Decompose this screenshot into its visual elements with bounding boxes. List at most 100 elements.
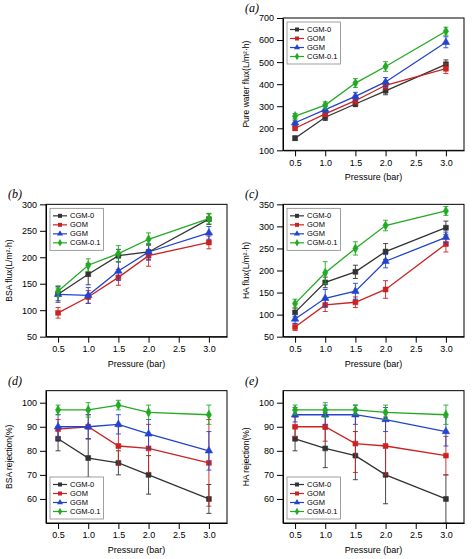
marker	[115, 420, 122, 426]
legend-item: GOM	[53, 489, 88, 498]
legend-frame	[287, 477, 340, 519]
legend-item: CGM-0	[290, 211, 331, 220]
marker	[352, 287, 359, 293]
y-axis-tick-mark	[277, 315, 283, 316]
y-axis-tick: 300	[259, 222, 283, 232]
error-bar	[353, 405, 358, 415]
series-line	[58, 219, 209, 294]
y-axis-tick: 90	[27, 422, 46, 432]
panel: 0.51.01.52.02.53.060708090100(d)Pressure…	[4, 374, 228, 555]
x-axis-tick: 2.0	[143, 337, 156, 354]
y-axis-tick: 80	[264, 446, 283, 456]
marker	[85, 291, 92, 297]
x-axis-tick-mark	[88, 523, 89, 529]
x-axis-tick-mark	[118, 523, 119, 529]
y-axis-tick: 250	[259, 244, 283, 254]
y-axis-tick-mark	[40, 231, 46, 232]
y-axis-tick-label: 100	[259, 310, 274, 320]
y-axis-tick-label: 200	[259, 266, 274, 276]
y-axis-tick-mark	[277, 40, 283, 41]
error-bar	[206, 214, 211, 225]
marker	[442, 427, 449, 433]
plot-area	[291, 206, 449, 330]
error-bar	[293, 323, 298, 330]
legend-label: CGM-0	[307, 480, 331, 489]
legend-label: GGM	[70, 229, 88, 238]
y-axis: 60708090100	[22, 391, 47, 523]
y-axis-line	[46, 205, 47, 337]
legend-marker	[57, 230, 63, 235]
x-axis-tick: 1.5	[350, 150, 363, 167]
x-axis-tick: 0.5	[289, 337, 302, 354]
x-axis-line	[284, 150, 465, 151]
marker	[291, 315, 298, 321]
x-axis-tick: 1.5	[113, 523, 126, 540]
series-line	[58, 233, 209, 295]
marker	[293, 126, 298, 131]
x-axis-tick-mark	[209, 337, 210, 343]
error-bar	[293, 136, 298, 140]
x-axis-tick-mark	[446, 337, 447, 343]
marker	[323, 446, 328, 451]
legend-item: GGM	[290, 229, 325, 238]
legend: CGM-0GOMGGMCGM-0.1	[287, 208, 340, 250]
x-axis-tick: 1.5	[350, 337, 363, 354]
error-bar	[383, 281, 388, 299]
y-axis-tick-mark	[277, 106, 283, 107]
marker	[55, 287, 60, 296]
legend-frame	[287, 208, 340, 250]
x-axis-tick: 2.5	[410, 523, 423, 540]
y-axis-tick-label: 350	[259, 200, 274, 210]
legend-label: CGM-0	[70, 211, 94, 220]
y-axis-tick-label: 90	[27, 422, 37, 432]
marker	[86, 456, 91, 461]
legend-label: GOM	[70, 489, 88, 498]
y-axis-tick: 250	[22, 226, 46, 236]
marker	[205, 229, 212, 235]
y-axis-line	[283, 19, 284, 151]
error-bar	[383, 220, 388, 231]
x-axis-tick-label: 2.0	[143, 344, 156, 354]
panel-title: (b)	[8, 187, 22, 201]
legend-marker	[295, 37, 299, 41]
x-axis-tick: 1.0	[319, 523, 332, 540]
marker	[353, 405, 358, 414]
marker	[116, 444, 121, 449]
x-axis-tick: 2.5	[173, 523, 186, 540]
marker	[442, 233, 449, 239]
y-axis-tick: 150	[22, 279, 46, 289]
error-bar	[56, 308, 61, 319]
legend-item: GGM	[290, 43, 325, 52]
series-line	[295, 211, 446, 304]
y-axis-title: HA flux(L/m²·h)	[241, 242, 251, 299]
marker	[383, 444, 388, 449]
marker	[323, 268, 328, 277]
legend-marker	[57, 499, 63, 504]
legend-marker	[295, 53, 299, 60]
marker	[86, 261, 91, 270]
legend-item: CGM-0	[53, 211, 94, 220]
legend-item: GGM	[53, 498, 88, 507]
marker	[383, 249, 388, 254]
error-bar	[443, 475, 448, 523]
series	[293, 60, 449, 141]
legend-marker	[58, 239, 62, 246]
legend-label: CGM-0	[70, 480, 94, 489]
x-axis-tick: 0.5	[52, 523, 65, 540]
x-axis-tick-mark	[58, 523, 59, 529]
legend-item: GOM	[290, 34, 325, 43]
x-axis-line	[47, 523, 228, 524]
error-bar	[443, 64, 448, 74]
y-axis: 50100150200250300	[22, 200, 47, 342]
series	[54, 415, 212, 470]
y-axis-line	[46, 391, 47, 523]
y-axis-tick-mark	[277, 499, 283, 500]
x-axis-tick: 3.0	[203, 523, 216, 540]
error-bar	[146, 233, 151, 246]
legend-label: CGM-0.1	[307, 238, 337, 247]
legend-item: CGM-0.1	[53, 238, 100, 247]
error-bar	[323, 403, 328, 417]
x-axis-tick-label: 1.5	[113, 530, 126, 540]
marker	[383, 62, 388, 71]
y-axis-tick: 300	[259, 102, 283, 112]
